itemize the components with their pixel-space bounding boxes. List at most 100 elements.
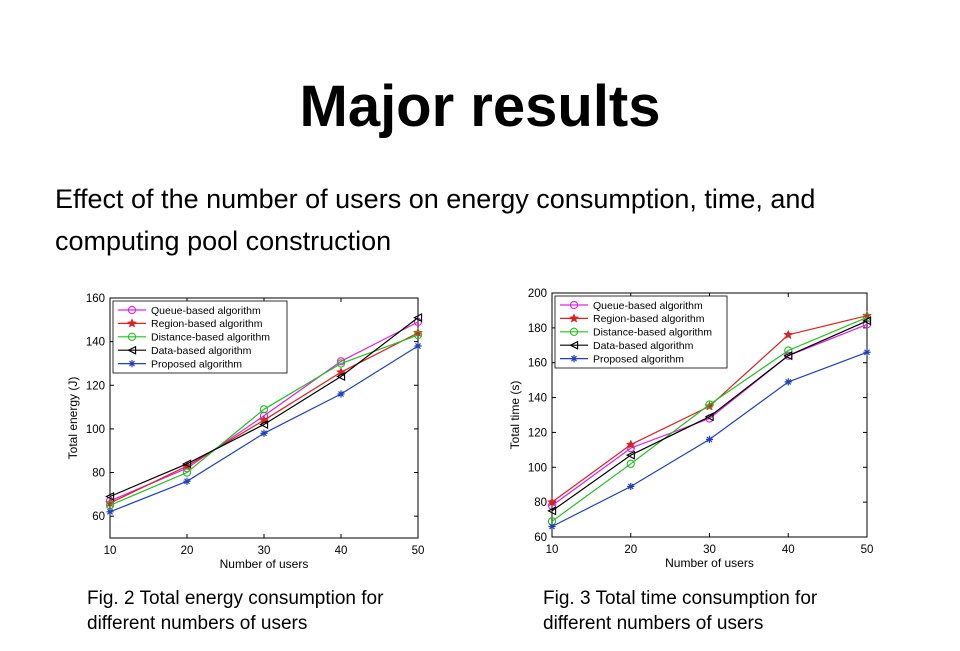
y-tick-label: 100: [528, 462, 547, 474]
time-chart: 60 80 100 120 140 160 180 200 10 20 30 40 50 Number o…: [508, 288, 874, 570]
data-point: [547, 506, 557, 516]
legend-label: Data-based algorithm: [593, 340, 694, 352]
series-line: [109, 317, 419, 498]
y-tick-label: 140: [528, 393, 547, 405]
caption-line: Fig. 2 Total energy consumption for: [87, 588, 384, 609]
y-axis-ticks: 60 80 100 120 140 160 180 200: [528, 288, 867, 544]
data-point: [705, 400, 714, 409]
data-point: [259, 420, 269, 430]
y-tick-label: 80: [92, 468, 105, 480]
legend-label: Region-based algorithm: [151, 318, 263, 330]
y-tick-label: 80: [534, 497, 547, 509]
energy-figure-caption: Fig. 2 Total energy consumption for diff…: [87, 586, 383, 636]
y-tick-label: 180: [528, 323, 547, 335]
y-tick-label: 140: [86, 337, 105, 349]
data-point: [127, 345, 137, 355]
data-point: [783, 329, 794, 340]
legend-label: Distance-based algorithm: [151, 332, 270, 344]
y-tick-label: 120: [528, 427, 547, 439]
legend-item: Data-based algorithm: [118, 345, 252, 357]
data-point: [412, 327, 424, 338]
data-point: [182, 468, 192, 477]
slide-title: Major results: [299, 74, 661, 139]
data-point: [569, 340, 579, 350]
data-point: [568, 313, 580, 323]
data-point: [784, 378, 792, 386]
legend-item: Distance-based algorithm: [560, 327, 712, 339]
data-point: [569, 300, 579, 310]
series-line: [109, 334, 419, 506]
data-point: [336, 359, 346, 368]
data-point: [259, 405, 269, 414]
data-point: [625, 450, 635, 460]
x-tick-label: 40: [782, 544, 795, 556]
x-axis-label: Number of users: [220, 557, 309, 571]
data-point: [862, 316, 872, 326]
x-tick-label: 30: [258, 545, 271, 557]
data-point: [336, 357, 346, 366]
x-tick-label: 40: [335, 545, 348, 557]
data-point: [626, 459, 635, 468]
y-tick-label: 200: [528, 288, 547, 300]
legend-label: Distance-based algorithm: [593, 327, 712, 339]
data-point: [569, 327, 579, 336]
legend-item: Region-based algorithm: [118, 318, 263, 330]
data-point: [337, 390, 345, 398]
series-line: [551, 316, 868, 522]
legend-label: Queue-based algorithm: [593, 300, 703, 312]
data-point: [413, 313, 423, 323]
legend-label: Data-based algorithm: [151, 345, 252, 357]
series-line: [551, 320, 868, 512]
data-point: [627, 482, 635, 491]
data-point: [126, 318, 138, 328]
caption-line: different numbers of users: [543, 613, 764, 634]
data-point: [127, 305, 137, 315]
data-point: [863, 348, 871, 356]
legend-item: Queue-based algorithm: [118, 305, 261, 317]
x-axis-label: Number of users: [665, 556, 754, 570]
data-point: [127, 332, 137, 341]
data-point: [413, 317, 423, 327]
legend-item: Distance-based algorithm: [118, 332, 270, 344]
x-tick-label: 20: [624, 544, 637, 556]
x-tick-label: 50: [412, 545, 425, 557]
data-point: [183, 477, 191, 485]
legend-label: Region-based algorithm: [593, 313, 705, 325]
legend-item: Queue-based algorithm: [560, 300, 703, 312]
x-tick-label: 50: [861, 544, 874, 556]
series-5: [548, 348, 871, 531]
data-point: [704, 412, 714, 422]
caption-line: different numbers of users: [87, 613, 308, 634]
y-tick-label: 160: [528, 358, 547, 370]
energy-chart: 60 80 100 120 140 160 10 20 30 40 50 Number of user…: [66, 293, 425, 571]
data-point: [260, 429, 268, 437]
data-point: [625, 439, 636, 449]
data-point: [182, 459, 192, 469]
data-point: [413, 330, 423, 340]
data-point: [705, 435, 714, 443]
y-tick-label: 100: [86, 424, 105, 436]
x-tick-label: 30: [703, 544, 716, 556]
data-point: [105, 492, 115, 502]
x-axis-ticks: 10 20 30 40 50: [104, 298, 425, 557]
caption-line: Fig. 3 Total time consumption for: [543, 588, 818, 609]
data-point: [128, 360, 136, 368]
slide-subtitle: Effect of the number of users on energy …: [55, 184, 816, 256]
data-point: [106, 508, 114, 516]
y-tick-label: 120: [86, 380, 105, 392]
series-5: [106, 342, 422, 516]
legend-item: Region-based algorithm: [560, 313, 705, 325]
legend-label: Proposed algorithm: [593, 353, 684, 365]
series-4: [547, 316, 872, 516]
legend-label: Proposed algorithm: [151, 358, 242, 370]
series-4: [105, 313, 423, 502]
legend-item: Data-based algorithm: [560, 340, 694, 352]
y-tick-label: 60: [92, 511, 105, 523]
y-tick-label: 60: [534, 532, 547, 544]
y-tick-label: 160: [86, 293, 105, 305]
data-point: [336, 372, 346, 382]
data-point: [414, 342, 422, 350]
legend-label: Queue-based algorithm: [151, 305, 261, 317]
